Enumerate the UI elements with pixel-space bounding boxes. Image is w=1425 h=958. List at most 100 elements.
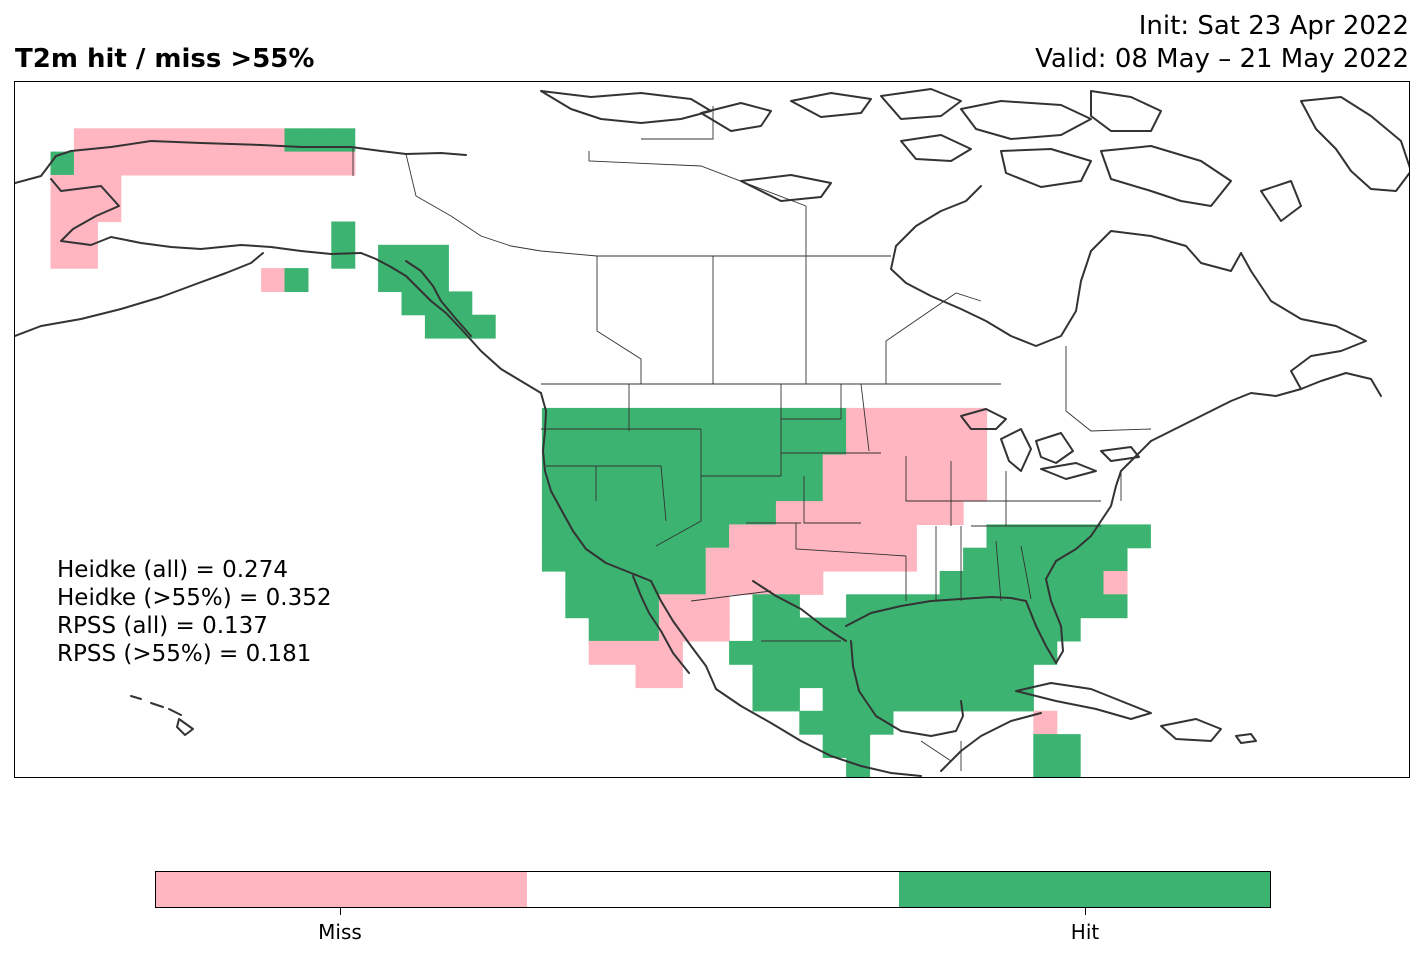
miss-cell <box>775 547 800 572</box>
miss-cell <box>588 640 613 665</box>
date-info: Init: Sat 23 Apr 2022 Valid: 08 May – 21… <box>1035 10 1409 76</box>
political-border <box>905 456 976 502</box>
hit-cell <box>658 547 683 572</box>
hit-cell <box>869 710 894 735</box>
miss-cell <box>73 174 98 199</box>
miss-cell <box>869 407 894 432</box>
hit-cell <box>565 501 590 525</box>
miss-cell <box>963 454 988 479</box>
hit-cell <box>963 547 988 572</box>
hit-cell <box>752 407 777 432</box>
hit-cell <box>892 617 917 642</box>
hit-cell <box>986 571 1011 595</box>
political-border <box>795 523 907 557</box>
hit-cell <box>635 547 660 572</box>
hit-cell <box>822 617 847 642</box>
skill-scores: Heidke (all) = 0.274 Heidke (>55%) = 0.3… <box>57 556 331 668</box>
hit-cell <box>541 547 566 572</box>
miss-cell <box>752 547 777 572</box>
hit-cell <box>729 431 754 456</box>
hit-cell <box>541 431 566 456</box>
hit-cell <box>1033 547 1058 572</box>
map-title: T2m hit / miss >55% <box>15 44 315 74</box>
miss-cell <box>822 547 847 572</box>
hit-cell <box>1056 734 1081 758</box>
hit-cell <box>939 687 964 712</box>
hit-cell <box>588 431 613 456</box>
hit-cell <box>658 524 683 549</box>
hit-cell <box>658 571 683 595</box>
heidke-above-55: Heidke (>55%) = 0.352 <box>57 585 332 611</box>
hit-cell <box>963 664 988 689</box>
miss-cell <box>799 571 824 595</box>
hit-cell <box>1056 594 1081 619</box>
coastline <box>900 134 972 162</box>
miss-cell <box>729 547 754 572</box>
hit-cell <box>541 407 566 432</box>
coastline <box>960 408 1007 430</box>
coastline <box>960 100 1092 140</box>
coastline <box>1260 180 1302 222</box>
hit-cell <box>799 477 824 502</box>
hit-cell <box>1033 757 1058 777</box>
miss-cell <box>752 571 777 595</box>
hit-cell <box>612 407 637 432</box>
hit-cell <box>939 617 964 642</box>
hit-cell <box>612 431 637 456</box>
hit-cell <box>612 594 637 619</box>
hit-cell <box>424 314 449 339</box>
hit-cell <box>1080 524 1105 549</box>
miss-cell <box>120 128 145 153</box>
hit-cell <box>752 454 777 479</box>
miss-cell <box>658 664 683 689</box>
miss-cell <box>846 547 871 572</box>
miss-cell <box>892 524 917 549</box>
miss-cell <box>916 431 941 456</box>
hit-cell <box>1033 640 1058 665</box>
miss-cell <box>939 454 964 479</box>
hit-cell <box>799 640 824 665</box>
hit-cell <box>892 640 917 665</box>
miss-cell <box>97 174 122 199</box>
hit-cell <box>588 524 613 549</box>
coastline <box>1025 560 1064 664</box>
hit-cell <box>775 477 800 502</box>
coastline <box>1100 145 1232 207</box>
hit-cell <box>565 594 590 619</box>
miss-cell <box>729 571 754 595</box>
coastline <box>1100 446 1140 462</box>
miss-cell <box>190 151 215 176</box>
hit-cell <box>775 664 800 689</box>
miss-cell <box>822 524 847 549</box>
miss-cell <box>284 151 309 176</box>
hit-cell <box>588 571 613 595</box>
hit-cell <box>986 524 1011 549</box>
colorbar-neutral-segment <box>527 872 899 907</box>
hit-cell <box>1103 524 1128 549</box>
miss-cell <box>612 640 637 665</box>
hit-cell <box>424 244 449 269</box>
political-border <box>860 383 870 452</box>
hit-cell <box>939 594 964 619</box>
miss-cell <box>916 477 941 502</box>
hit-cell <box>986 547 1011 572</box>
coastline <box>700 102 772 132</box>
miss-cell <box>729 524 754 549</box>
miss-cell <box>144 151 169 176</box>
hit-cell <box>752 664 777 689</box>
miss-cell <box>822 501 847 525</box>
coastline <box>168 708 182 716</box>
coastline <box>130 695 142 700</box>
colorbar-label-miss: Miss <box>318 920 362 944</box>
hit-cell <box>635 407 660 432</box>
colorbar-hit-segment <box>898 872 1270 907</box>
miss-cell <box>869 477 894 502</box>
coastline <box>176 718 194 736</box>
hit-cell <box>565 431 590 456</box>
hit-cell <box>1080 594 1105 619</box>
hit-cell <box>916 594 941 619</box>
hit-cell <box>963 640 988 665</box>
miss-cell <box>1033 710 1058 735</box>
miss-cell <box>869 524 894 549</box>
hit-cell <box>284 128 309 153</box>
